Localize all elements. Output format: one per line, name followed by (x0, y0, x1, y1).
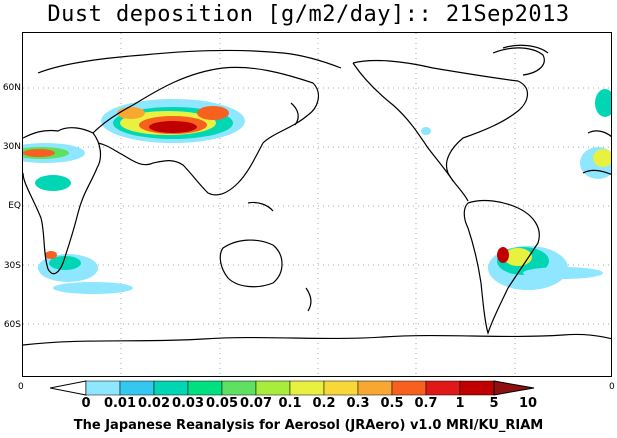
coastlines (23, 44, 611, 346)
axis-zero-left: 0 (18, 382, 24, 392)
credit-line: The Japanese Reanalysis for Aerosol (JRA… (73, 418, 544, 433)
colorbar-tick-label: 0.07 (239, 396, 273, 411)
colorbar-swatch (187, 380, 223, 396)
colorbar-swatch (85, 380, 121, 396)
lat-label-30s: 30S (3, 261, 21, 271)
lat-label-60n: 60N (2, 83, 21, 93)
dust-field-south-africa (38, 251, 133, 294)
colorbar-tick-label: 0.5 (380, 396, 404, 411)
colorbar-swatch (119, 380, 155, 396)
dust-field-sahara (23, 143, 85, 191)
colorbar-swatch (391, 380, 427, 396)
colorbar-swatch (425, 380, 461, 396)
dust-field-north-america (421, 127, 431, 135)
map-title: Dust deposition [g/m2/day]:: 21Sep2013 (47, 2, 570, 27)
graticule (23, 33, 611, 376)
world-map (23, 33, 611, 376)
colorbar-swatch (459, 380, 495, 396)
colorbar-tick-label: 5 (489, 396, 499, 411)
colorbar-tick-label: 10 (518, 396, 538, 411)
colorbar-tick-label: 0 (81, 396, 91, 411)
colorbar-swatch (153, 380, 189, 396)
lat-label-eq: EQ (8, 201, 21, 211)
map-panel (22, 32, 612, 377)
colorbar-tick-label: 0.01 (103, 396, 137, 411)
colorbar-swatch (357, 380, 393, 396)
colorbar-tick-label: 0.02 (137, 396, 171, 411)
colorbar-swatch (221, 380, 257, 396)
colorbar-tick-label: 0.03 (171, 396, 205, 411)
dust-field-south-america (488, 246, 603, 290)
colorbar-swatch (255, 380, 291, 396)
colorbar-tick-label: 0.7 (414, 396, 438, 411)
colorbar-arrow-left (50, 380, 87, 396)
colorbar-tick-label: 0.3 (346, 396, 370, 411)
axis-zero-right: 0 (609, 382, 615, 392)
colorbar-tick-label: 0.1 (278, 396, 302, 411)
dust-field-central-asia (101, 99, 245, 143)
colorbar-tick-label: 1 (455, 396, 465, 411)
colorbar-swatch (289, 380, 325, 396)
colorbar-arrow-right (493, 380, 535, 396)
lat-label-60s: 60S (3, 320, 21, 330)
lat-label-30n: 30N (2, 142, 21, 152)
colorbar (50, 380, 535, 396)
colorbar-tick-label: 0.05 (205, 396, 239, 411)
colorbar-tick-label: 0.2 (312, 396, 336, 411)
colorbar-swatch (323, 380, 359, 396)
